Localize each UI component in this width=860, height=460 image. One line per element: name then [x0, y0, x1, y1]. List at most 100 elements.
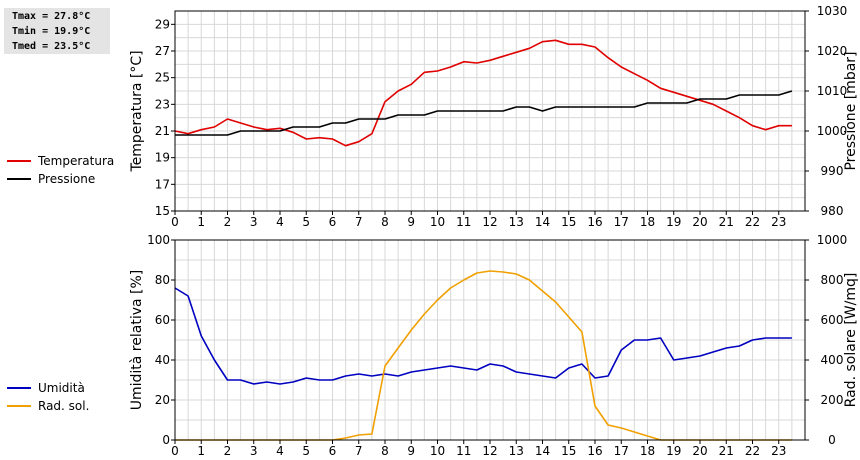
tmax-text: Tmax = 27.8°C: [12, 11, 91, 22]
y2-tick-label: 1010: [817, 84, 848, 98]
legend-label-temperatura: Temperatura: [37, 154, 114, 168]
legend-top: Temperatura Pressione: [7, 154, 114, 186]
x-tick-label: 14: [535, 444, 550, 458]
y-tick-label: 29: [155, 17, 170, 31]
x-tick-label: 15: [561, 215, 576, 229]
series-line-left: [174, 287, 792, 385]
y-tick-label: 60: [155, 313, 170, 327]
y2-tick-label: 990: [821, 164, 844, 178]
x-tick-label: 6: [329, 444, 337, 458]
x-tick-label: 0: [171, 444, 179, 458]
y2-tick-label: 1020: [817, 44, 848, 58]
y2-tick-label: 800: [821, 273, 844, 287]
legend-label-radiazione: Rad. sol.: [38, 399, 89, 413]
series-line-left: [174, 39, 792, 147]
x-tick-label: 18: [640, 215, 655, 229]
stats-box: Tmax = 27.8°C Tmin = 19.9°C Tmed = 23.5°…: [4, 8, 110, 54]
x-tick-label: 12: [482, 444, 497, 458]
x-tick-label: 23: [771, 215, 786, 229]
x-tick-label: 17: [614, 444, 629, 458]
tmin-text: Tmin = 19.9°C: [12, 26, 91, 37]
x-tick-label: 4: [276, 215, 284, 229]
grid-top: [175, 11, 805, 211]
x-tick-label: 9: [407, 215, 415, 229]
y-tick-label: 40: [155, 353, 170, 367]
y-tick-label: 0: [162, 433, 170, 447]
y2-tick-label: 1000: [817, 233, 848, 247]
legend-label-umidita: Umidità: [38, 381, 85, 395]
x-tick-label: 14: [535, 215, 550, 229]
x-tick-label: 19: [666, 215, 681, 229]
ticks-top: 0 1 2 3 4 5 6 7 8 9 10 11 12 13 14 15 16 17 18 19 20 21 22 2315…: [155, 4, 848, 229]
x-tick-label: 7: [355, 215, 363, 229]
y2-axis-label-pressione: Pressione [mbar]: [843, 51, 859, 170]
x-tick-label: 7: [355, 444, 363, 458]
legend-label-pressione: Pressione: [38, 172, 95, 186]
x-tick-label: 20: [692, 215, 707, 229]
y-tick-label: 20: [155, 393, 170, 407]
x-tick-label: 3: [250, 215, 258, 229]
y-tick-label: 25: [155, 71, 170, 85]
chart-temperature-pressure: 0 1 2 3 4 5 6 7 8 9 10 11 12 13 14 15 16 17 18 19 20 21 22 2315…: [7, 4, 859, 229]
y2-axis-label-radiazione: Rad. solare [W/mq]: [843, 273, 859, 408]
x-tick-label: 21: [719, 215, 734, 229]
x-tick-label: 11: [456, 215, 471, 229]
x-tick-label: 10: [430, 444, 445, 458]
x-tick-label: 13: [509, 444, 524, 458]
y-axis-label-umidita: Umidità relativa [%]: [129, 270, 145, 411]
y-tick-label: 23: [155, 97, 170, 111]
grid-bottom: [175, 240, 805, 440]
y-axis-label-temperatura: Temperatura [°C]: [129, 50, 145, 172]
legend-bottom: Umidità Rad. sol.: [7, 381, 89, 413]
series-top: [174, 39, 793, 147]
x-tick-label: 21: [719, 444, 734, 458]
x-tick-label: 1: [197, 215, 205, 229]
x-tick-label: 20: [692, 444, 707, 458]
x-tick-label: 9: [407, 444, 415, 458]
x-tick-label: 2: [224, 444, 232, 458]
y-tick-label: 21: [155, 124, 170, 138]
x-tick-label: 5: [302, 215, 310, 229]
y-tick-label: 80: [155, 273, 170, 287]
x-tick-label: 5: [302, 444, 310, 458]
x-tick-label: 4: [276, 444, 284, 458]
y-tick-label: 27: [155, 44, 170, 58]
x-tick-label: 13: [509, 215, 524, 229]
x-tick-label: 23: [771, 444, 786, 458]
x-tick-label: 11: [456, 444, 471, 458]
ticks-bottom: 0 1 2 3 4 5 6 7 8 9 10 11 12 13 14 15 16 17 18 19 20 21 22 2302…: [147, 233, 847, 458]
y-tick-label: 17: [155, 177, 170, 191]
tmed-text: Tmed = 23.5°C: [12, 41, 91, 52]
series-bottom: [174, 270, 792, 441]
x-tick-label: 18: [640, 444, 655, 458]
chart-humidity-radiation: 0 1 2 3 4 5 6 7 8 9 10 11 12 13 14 15 16 17 18 19 20 21 22 2302…: [7, 233, 859, 458]
x-tick-label: 8: [381, 444, 389, 458]
y-tick-label: 100: [147, 233, 170, 247]
x-tick-label: 12: [482, 215, 497, 229]
y2-tick-label: 980: [821, 204, 844, 218]
x-tick-label: 2: [224, 215, 232, 229]
x-tick-label: 8: [381, 215, 389, 229]
x-tick-label: 15: [561, 444, 576, 458]
x-tick-label: 22: [745, 215, 760, 229]
x-tick-label: 3: [250, 444, 258, 458]
y2-tick-label: 1000: [817, 124, 848, 138]
x-tick-label: 16: [587, 215, 602, 229]
y-tick-label: 19: [155, 151, 170, 165]
x-tick-label: 22: [745, 444, 760, 458]
series-line-right: [175, 90, 793, 136]
y2-tick-label: 400: [821, 353, 844, 367]
x-tick-label: 1: [197, 444, 205, 458]
x-tick-label: 10: [430, 215, 445, 229]
x-tick-label: 19: [666, 444, 681, 458]
x-tick-label: 6: [329, 215, 337, 229]
x-tick-label: 16: [587, 444, 602, 458]
y2-tick-label: 0: [828, 433, 836, 447]
y-tick-label: 15: [155, 204, 170, 218]
y2-tick-label: 200: [821, 393, 844, 407]
x-tick-label: 17: [614, 215, 629, 229]
x-tick-label: 0: [171, 215, 179, 229]
y2-tick-label: 600: [821, 313, 844, 327]
y2-tick-label: 1030: [817, 4, 848, 18]
